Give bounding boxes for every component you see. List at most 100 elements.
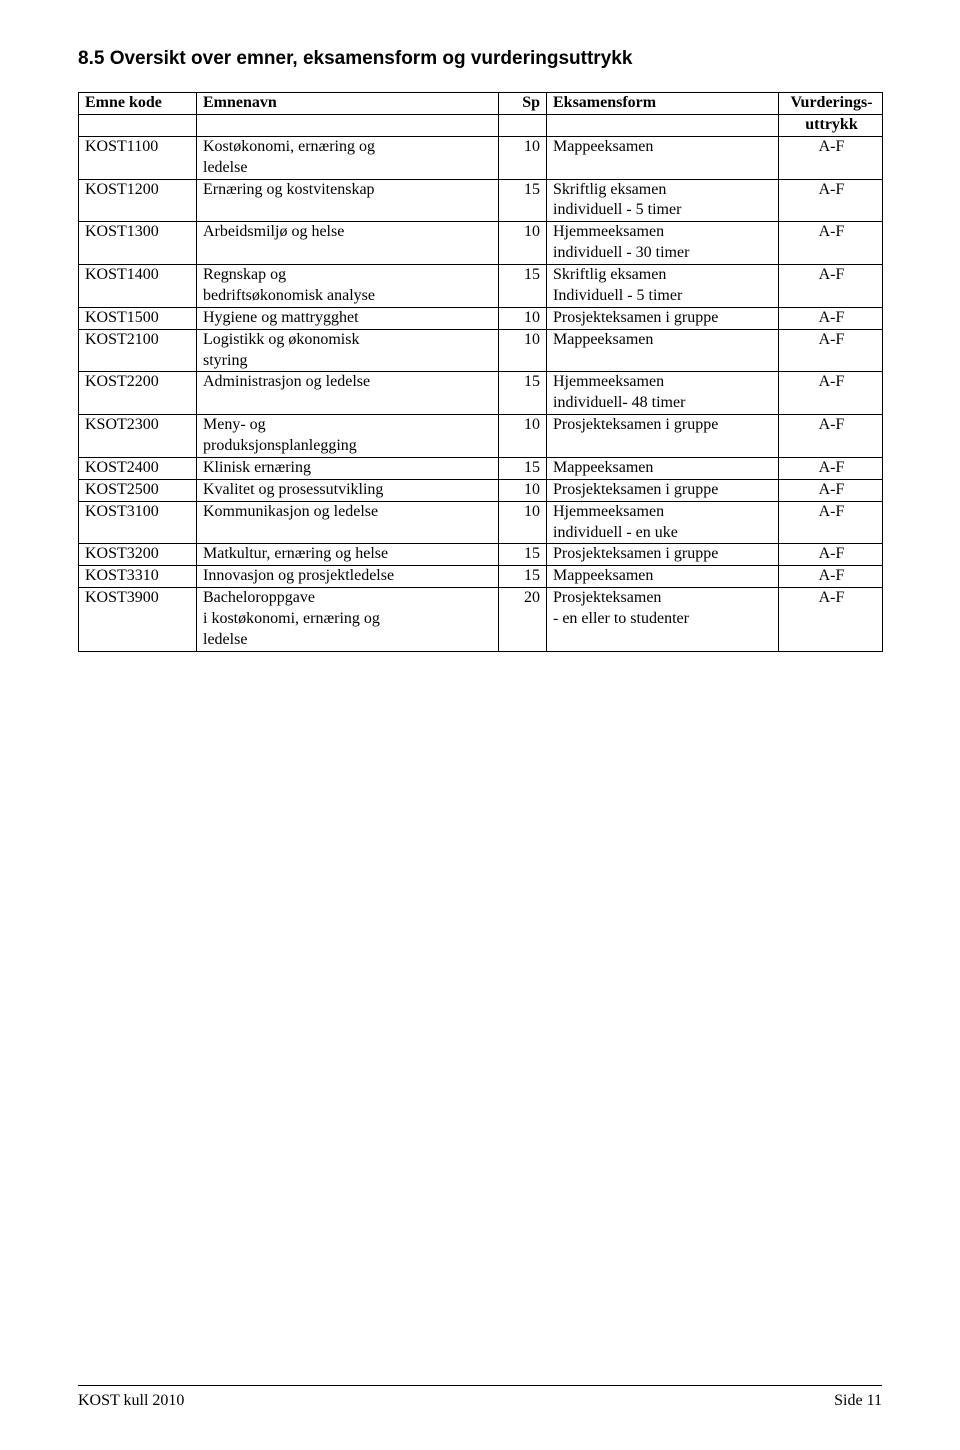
table-row: KOST1100Kostøkonomi, ernæring og10Mappee… bbox=[79, 136, 883, 157]
table-row: bedriftsøkonomisk analyseIndividuell - 5… bbox=[79, 286, 883, 307]
cell-grade bbox=[779, 393, 883, 414]
cell-grade: A-F bbox=[779, 307, 883, 329]
cell-sp: 10 bbox=[499, 479, 547, 501]
cell-grade: A-F bbox=[779, 265, 883, 286]
cell-name: Kvalitet og prosessutvikling bbox=[197, 479, 499, 501]
cell-code bbox=[79, 609, 197, 630]
cell-grade: A-F bbox=[779, 544, 883, 566]
cell-code bbox=[79, 243, 197, 264]
cell-code bbox=[79, 436, 197, 457]
cell-code: KOST3310 bbox=[79, 566, 197, 588]
table-row: individuell - 5 timer bbox=[79, 200, 883, 221]
cell-code: KOST3200 bbox=[79, 544, 197, 566]
table-row: KOST3310Innovasjon og prosjektledelse15M… bbox=[79, 566, 883, 588]
cell-sp bbox=[499, 393, 547, 414]
cell-exam: Hjemmeeksamen bbox=[547, 372, 779, 393]
cell-name bbox=[197, 200, 499, 221]
cell-code: KOST1200 bbox=[79, 179, 197, 200]
cell-name: Administrasjon og ledelse bbox=[197, 372, 499, 393]
table-row: styring bbox=[79, 351, 883, 372]
cell-sp bbox=[499, 630, 547, 651]
cell-code: KOST1500 bbox=[79, 307, 197, 329]
table-row: i kostøkonomi, ernæring og - en eller to … bbox=[79, 609, 883, 630]
cell-sp bbox=[499, 436, 547, 457]
cell-sp: 10 bbox=[499, 501, 547, 522]
cell-grade bbox=[779, 286, 883, 307]
cell-code bbox=[79, 630, 197, 651]
cell-sp: 15 bbox=[499, 265, 547, 286]
cell-name: Bacheloroppgave bbox=[197, 588, 499, 609]
cell-grade: A-F bbox=[779, 415, 883, 436]
table-header-row-2: uttrykk bbox=[79, 114, 883, 136]
cell-name: i kostøkonomi, ernæring og bbox=[197, 609, 499, 630]
table-row: KOST3900Bacheloroppgave20Prosjekteksamen… bbox=[79, 588, 883, 609]
cell-name: bedriftsøkonomisk analyse bbox=[197, 286, 499, 307]
table-row: KOST1400Regnskap og15Skriftlig eksamenA-… bbox=[79, 265, 883, 286]
col-sp: Sp bbox=[499, 93, 547, 115]
cell-name: Hygiene og mattrygghet bbox=[197, 307, 499, 329]
cell-grade: A-F bbox=[779, 457, 883, 479]
cell-grade bbox=[779, 158, 883, 179]
table-row: KSOT2300Meny- og10Prosjekteksamen i grup… bbox=[79, 415, 883, 436]
cell-name: Klinisk ernæring bbox=[197, 457, 499, 479]
cell-grade: A-F bbox=[779, 479, 883, 501]
cell-exam bbox=[547, 436, 779, 457]
cell-exam: individuell - 30 timer bbox=[547, 243, 779, 264]
cell-sp: 10 bbox=[499, 415, 547, 436]
cell-name bbox=[197, 523, 499, 544]
cell-code: KOST2500 bbox=[79, 479, 197, 501]
col-code: Emne kode bbox=[79, 93, 197, 115]
col-exam-2 bbox=[547, 114, 779, 136]
cell-code: KOST1400 bbox=[79, 265, 197, 286]
cell-exam bbox=[547, 630, 779, 651]
cell-sp: 15 bbox=[499, 372, 547, 393]
cell-name bbox=[197, 393, 499, 414]
table-row: produksjonsplanlegging bbox=[79, 436, 883, 457]
cell-code bbox=[79, 393, 197, 414]
footer-right: Side 11 bbox=[834, 1392, 882, 1410]
cell-name: Arbeidsmiljø og helse bbox=[197, 222, 499, 243]
table-row: ledelse bbox=[79, 158, 883, 179]
cell-exam bbox=[547, 158, 779, 179]
cell-exam: Prosjekteksamen i gruppe bbox=[547, 544, 779, 566]
cell-sp: 10 bbox=[499, 329, 547, 350]
cell-exam bbox=[547, 351, 779, 372]
cell-code: KOST2200 bbox=[79, 372, 197, 393]
footer-left: KOST kull 2010 bbox=[78, 1392, 184, 1410]
cell-grade: A-F bbox=[779, 222, 883, 243]
cell-sp bbox=[499, 351, 547, 372]
cell-code: KOST3100 bbox=[79, 501, 197, 522]
cell-exam: Mappeeksamen bbox=[547, 566, 779, 588]
course-table: Emne kode Emnenavn Sp Eksamensform Vurde… bbox=[78, 92, 883, 652]
cell-exam: individuell- 48 timer bbox=[547, 393, 779, 414]
cell-grade: A-F bbox=[779, 372, 883, 393]
table-row: KOST2200Administrasjon og ledelse15Hjemm… bbox=[79, 372, 883, 393]
cell-exam: Skriftlig eksamen bbox=[547, 179, 779, 200]
cell-code: KSOT2300 bbox=[79, 415, 197, 436]
col-grade: Vurderings- bbox=[779, 93, 883, 115]
cell-code bbox=[79, 351, 197, 372]
table-row: KOST1200Ernæring og kostvitenskap15Skrif… bbox=[79, 179, 883, 200]
cell-exam: Mappeeksamen bbox=[547, 329, 779, 350]
cell-sp: 10 bbox=[499, 307, 547, 329]
cell-sp: 15 bbox=[499, 566, 547, 588]
cell-sp bbox=[499, 286, 547, 307]
col-code-2 bbox=[79, 114, 197, 136]
cell-exam: Skriftlig eksamen bbox=[547, 265, 779, 286]
cell-name: Meny- og bbox=[197, 415, 499, 436]
cell-exam: - en eller to studenter bbox=[547, 609, 779, 630]
cell-name: styring bbox=[197, 351, 499, 372]
cell-exam: Prosjekteksamen i gruppe bbox=[547, 479, 779, 501]
col-grade-2: uttrykk bbox=[779, 114, 883, 136]
cell-name: Logistikk og økonomisk bbox=[197, 329, 499, 350]
table-row: ledelse bbox=[79, 630, 883, 651]
cell-grade bbox=[779, 351, 883, 372]
cell-sp bbox=[499, 200, 547, 221]
table-row: KOST1300Arbeidsmiljø og helse10Hjemmeeks… bbox=[79, 222, 883, 243]
cell-name: Regnskap og bbox=[197, 265, 499, 286]
page-footer: KOST kull 2010 Side 11 bbox=[78, 1392, 882, 1410]
cell-grade bbox=[779, 436, 883, 457]
cell-grade bbox=[779, 630, 883, 651]
cell-grade bbox=[779, 523, 883, 544]
cell-sp bbox=[499, 523, 547, 544]
